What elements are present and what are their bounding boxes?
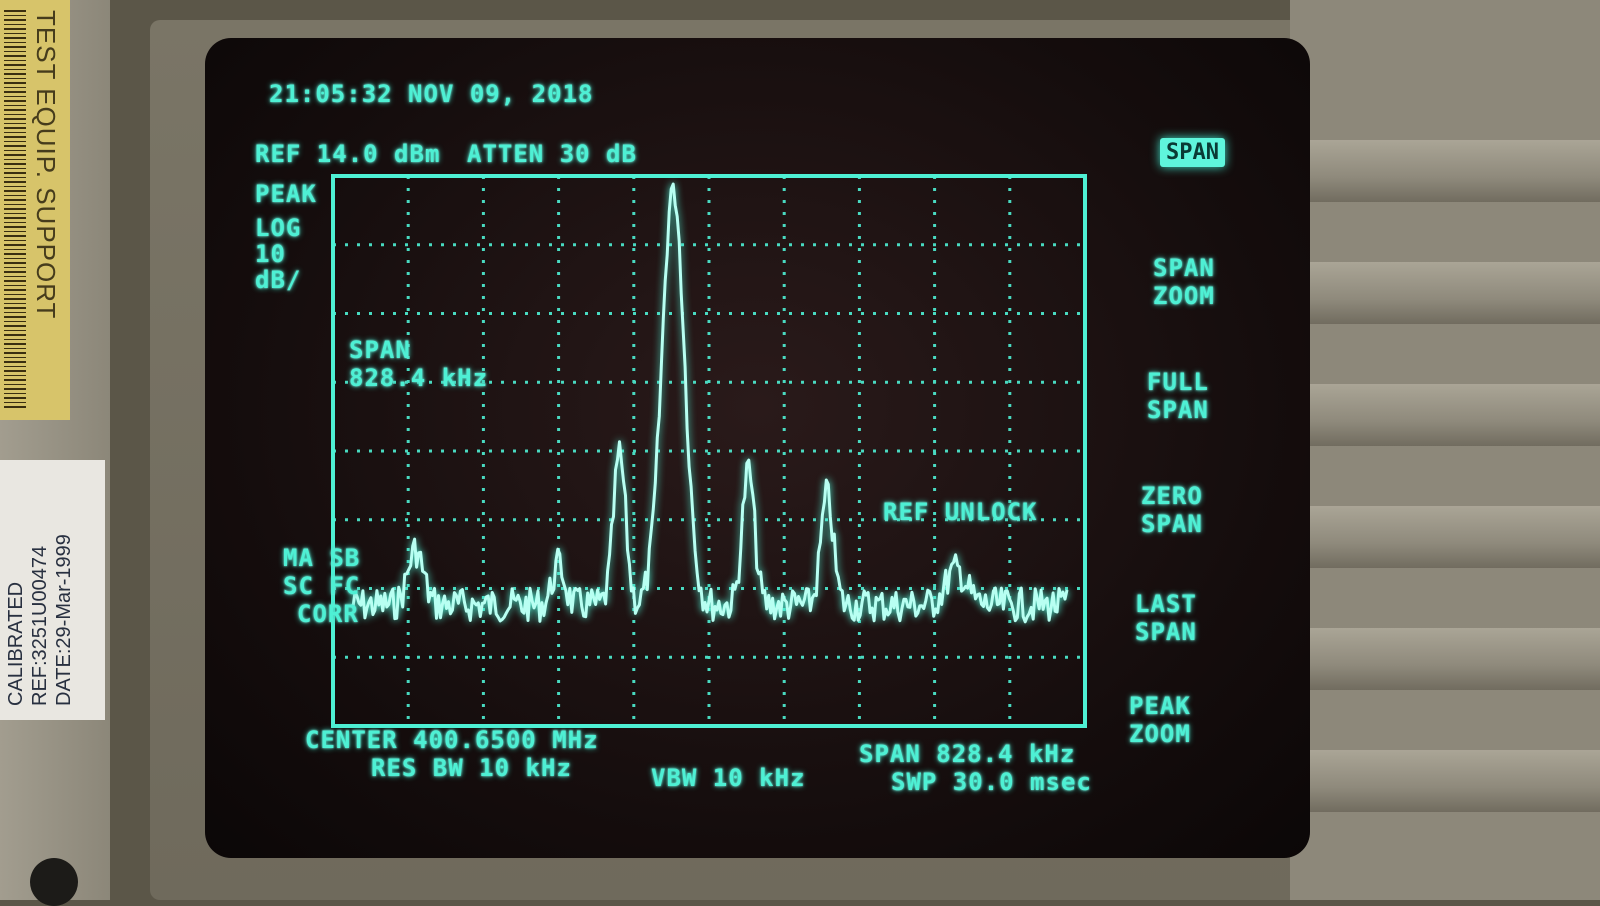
softkey-button-5[interactable] [1305, 628, 1600, 690]
softkey-button-2[interactable] [1305, 262, 1600, 324]
power-knob[interactable] [30, 858, 78, 906]
detector-mode: PEAK [255, 180, 317, 208]
span-readout: SPAN 828.4 kHz [859, 740, 1076, 768]
softkey-button-6[interactable] [1305, 750, 1600, 812]
video-bandwidth: VBW 10 kHz [651, 764, 806, 792]
calibration-sticker-text: CALIBRATED REF:3251U00474 DATE:29-Mar-19… [5, 534, 75, 706]
attenuation: ATTEN 30 dB [467, 140, 637, 168]
ref-level: REF 14.0 dBm [255, 140, 441, 168]
scale-unit: dB/ [255, 266, 302, 294]
ref-unlock-warning: REF UNLOCK [883, 498, 1038, 526]
center-frequency: CENTER 400.6500 MHz [305, 726, 599, 754]
scale-type: LOG [255, 214, 302, 242]
softkey-label-peak-zoom[interactable]: PEAK ZOOM [1129, 692, 1191, 748]
softkey-button-4[interactable] [1305, 506, 1600, 568]
calibration-sticker: CALIBRATED REF:3251U00474 DATE:29-Mar-19… [0, 460, 105, 720]
barcode-icon [4, 10, 26, 410]
softkey-label-span[interactable]: SPAN [1160, 138, 1225, 167]
graticule-frame [331, 174, 1087, 728]
scale-value: 10 [255, 240, 286, 268]
crt-screen: 21:05:32 NOV 09, 2018 REF 14.0 dBm ATTEN… [205, 38, 1310, 858]
softkey-label-span-zoom[interactable]: SPAN ZOOM [1153, 254, 1215, 310]
sc-fc-annotation: SC FC [283, 572, 361, 600]
softkey-button-1[interactable] [1305, 140, 1600, 202]
softkey-label-full-span[interactable]: FULL SPAN [1147, 368, 1209, 424]
resolution-bandwidth: RES BW 10 kHz [371, 754, 572, 782]
spectrum-trace [349, 182, 1069, 624]
support-sticker-text: TEST EQUIP. SUPPORT [31, 10, 61, 320]
support-sticker: TEST EQUIP. SUPPORT [0, 0, 70, 420]
marker-box-title: SPAN [349, 336, 411, 364]
softkey-button-3[interactable] [1305, 384, 1600, 446]
instrument-side-panel: TEST EQUIP. SUPPORT CALIBRATED REF:3251U… [0, 0, 110, 906]
softkey-label-last-span[interactable]: LAST SPAN [1135, 590, 1197, 646]
marker-box-value: 828.4 kHz [349, 364, 489, 392]
graticule [331, 174, 1087, 728]
sweep-time: SWP 30.0 msec [891, 768, 1092, 796]
softkey-label-zero-span[interactable]: ZERO SPAN [1141, 482, 1203, 538]
corr-annotation: CORR [297, 600, 359, 628]
ma-sb-annotation: MA SB [283, 544, 361, 572]
timestamp: 21:05:32 NOV 09, 2018 [269, 80, 594, 108]
